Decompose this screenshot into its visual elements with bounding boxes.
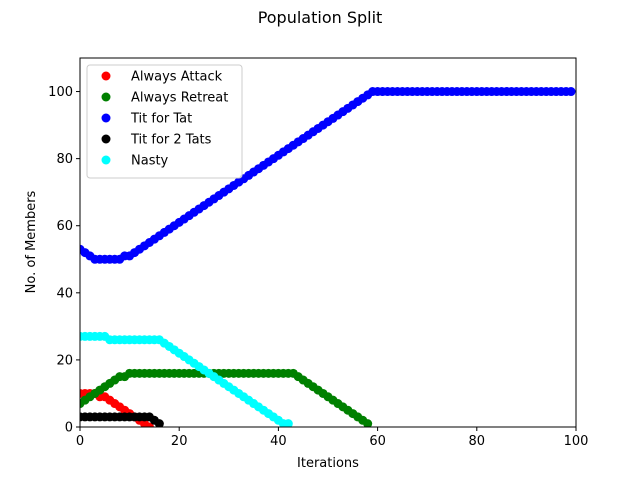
legend: Always Attack Always Retreat Tit for Tat Ti… bbox=[86, 64, 243, 179]
legend-marker-tit-for-tat bbox=[101, 113, 111, 123]
point-tit-for-2-tats bbox=[154, 419, 164, 427]
legend-marker-tit-for-2-tats bbox=[101, 134, 111, 144]
x-tick-label: 80 bbox=[469, 434, 486, 449]
legend-label-always-retreat: Always Retreat bbox=[131, 91, 228, 106]
x-tick-label: 60 bbox=[369, 434, 386, 449]
legend-label-tit-for-tat: Tit for Tat bbox=[130, 112, 192, 127]
legend-label-tit-for-2-tats: Tit for 2 Tats bbox=[130, 133, 212, 148]
x-tick-label: 100 bbox=[564, 434, 589, 449]
point-nasty bbox=[283, 419, 293, 427]
axes: 0 20 40 60 80 100 0 20 40 60 80 100 bbox=[48, 57, 589, 449]
data-points bbox=[80, 87, 576, 427]
legend-marker-nasty bbox=[101, 155, 111, 165]
series-tit-for-tat bbox=[80, 87, 576, 264]
x-tick-label: 40 bbox=[270, 434, 287, 449]
y-tick-label: 80 bbox=[56, 152, 73, 167]
x-axis-label: Iterations bbox=[297, 456, 359, 471]
y-tick-label: 40 bbox=[56, 286, 73, 301]
legend-marker-always-attack bbox=[101, 71, 111, 81]
y-axis-label: No. of Members bbox=[24, 190, 39, 293]
x-tick-label: 20 bbox=[171, 434, 188, 449]
plot-frame bbox=[79, 57, 577, 428]
y-tick-label: 20 bbox=[56, 353, 73, 368]
series-always-retreat bbox=[80, 368, 373, 427]
legend-box bbox=[86, 64, 243, 179]
y-tick-label: 0 bbox=[65, 421, 73, 436]
legend-marker-always-retreat bbox=[101, 92, 111, 102]
chart-title: Population Split bbox=[258, 8, 383, 27]
point-always-retreat bbox=[363, 419, 373, 427]
series-nasty bbox=[80, 331, 293, 427]
series-tit-for-2-tats bbox=[80, 412, 164, 427]
x-tick-label: 0 bbox=[76, 434, 84, 449]
points-clip-group bbox=[80, 87, 576, 427]
legend-label-always-attack: Always Attack bbox=[131, 70, 223, 85]
point-tit-for-tat bbox=[566, 87, 576, 97]
y-tick-label: 100 bbox=[48, 85, 73, 100]
y-tick-label: 60 bbox=[56, 219, 73, 234]
legend-label-nasty: Nasty bbox=[131, 154, 169, 169]
